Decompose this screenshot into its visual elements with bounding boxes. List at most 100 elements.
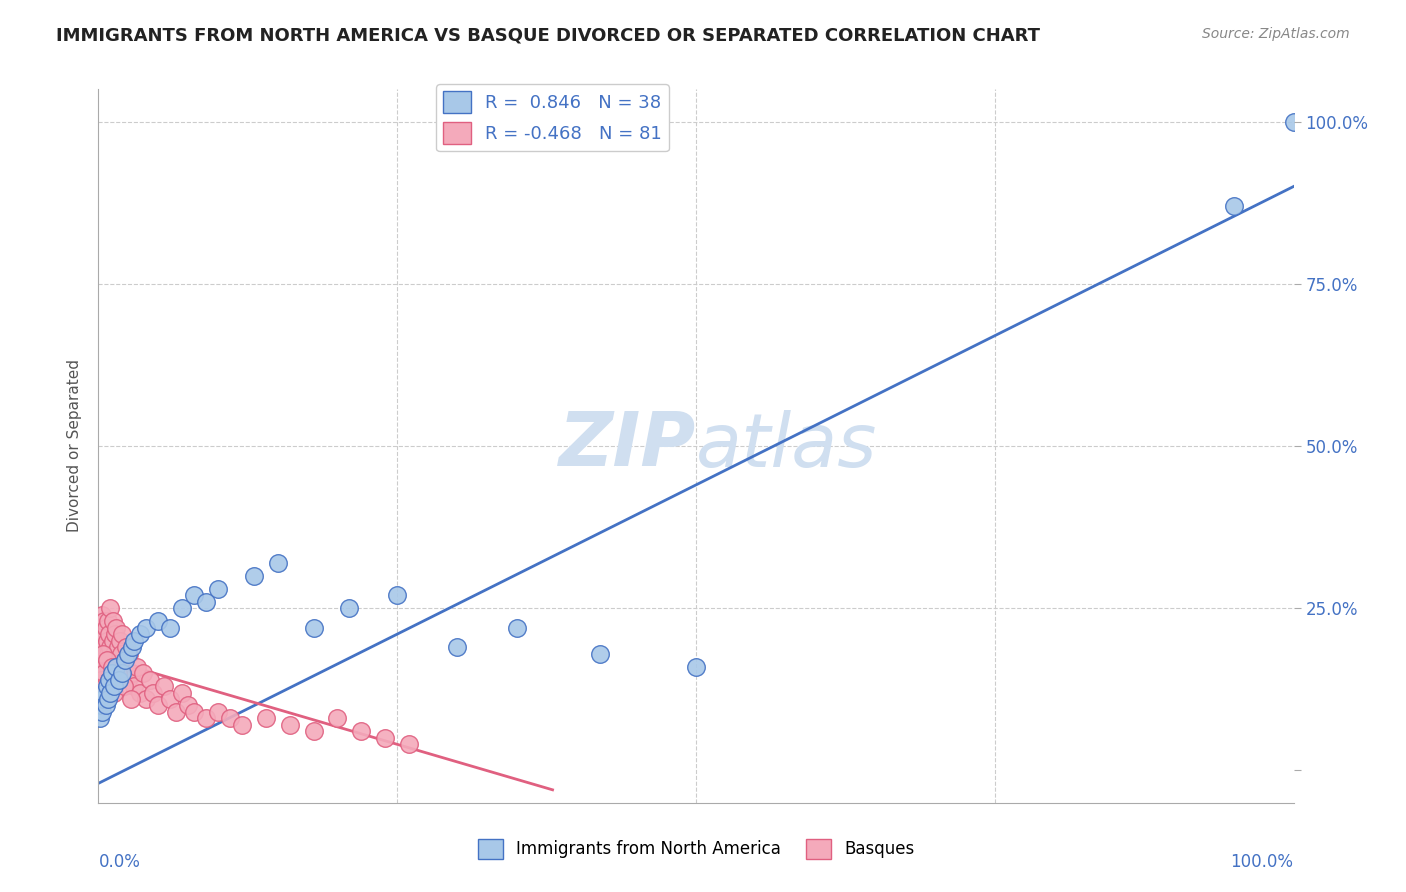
- Point: [302, 621, 325, 635]
- Point: [120, 692, 142, 706]
- Point: [91, 653, 114, 667]
- Point: [110, 647, 132, 661]
- Point: [135, 692, 157, 706]
- Point: [91, 627, 114, 641]
- Point: [90, 698, 112, 713]
- Point: [89, 666, 111, 681]
- Point: [159, 692, 181, 706]
- Point: [100, 666, 122, 681]
- Point: [103, 647, 125, 661]
- Point: [129, 685, 152, 699]
- Point: [302, 724, 325, 739]
- Point: [93, 640, 115, 654]
- Point: [148, 614, 170, 628]
- Point: [172, 685, 194, 699]
- Text: Source: ZipAtlas.com: Source: ZipAtlas.com: [1202, 27, 1350, 41]
- Point: [103, 685, 125, 699]
- Point: [97, 647, 120, 661]
- Point: [183, 705, 205, 719]
- Point: [98, 673, 121, 687]
- Point: [124, 633, 146, 648]
- Point: [124, 679, 146, 693]
- Point: [89, 647, 111, 661]
- Point: [117, 647, 139, 661]
- Point: [89, 711, 111, 725]
- Point: [87, 685, 110, 699]
- Point: [93, 614, 115, 628]
- Point: [98, 627, 121, 641]
- Point: [90, 621, 112, 635]
- Point: [104, 627, 127, 641]
- Y-axis label: Divorced or Separated: Divorced or Separated: [67, 359, 83, 533]
- Point: [107, 666, 129, 681]
- Text: ZIP: ZIP: [558, 409, 696, 483]
- Point: [100, 659, 122, 673]
- Point: [165, 705, 187, 719]
- Point: [350, 724, 373, 739]
- Point: [125, 659, 148, 673]
- Point: [91, 692, 114, 706]
- Point: [97, 614, 120, 628]
- Point: [121, 640, 143, 654]
- Point: [96, 659, 118, 673]
- Point: [129, 627, 152, 641]
- Point: [101, 633, 124, 648]
- Point: [91, 607, 114, 622]
- Point: [207, 705, 229, 719]
- Point: [89, 698, 111, 713]
- Point: [111, 666, 134, 681]
- Point: [254, 711, 277, 725]
- Point: [121, 666, 143, 681]
- Point: [118, 647, 141, 661]
- Point: [89, 673, 111, 687]
- Point: [94, 698, 117, 713]
- Point: [148, 698, 170, 713]
- Point: [177, 698, 200, 713]
- Point: [90, 659, 112, 673]
- Point: [1223, 199, 1246, 213]
- Point: [108, 633, 131, 648]
- Point: [96, 653, 118, 667]
- Point: [94, 647, 117, 661]
- Point: [93, 666, 115, 681]
- Point: [153, 679, 176, 693]
- Point: [90, 640, 112, 654]
- Point: [91, 647, 114, 661]
- Point: [94, 621, 117, 635]
- Point: [100, 659, 122, 673]
- Point: [385, 588, 409, 602]
- Point: [243, 568, 266, 582]
- Point: [98, 601, 122, 615]
- Point: [105, 659, 128, 673]
- Point: [90, 659, 112, 673]
- Point: [278, 718, 301, 732]
- Point: [117, 673, 139, 687]
- Point: [114, 653, 136, 667]
- Point: [219, 711, 242, 725]
- Point: [97, 692, 120, 706]
- Legend: Immigrants from North America, Basques: Immigrants from North America, Basques: [471, 832, 921, 866]
- Point: [142, 685, 165, 699]
- Point: [207, 582, 229, 596]
- Point: [183, 588, 205, 602]
- Point: [339, 601, 361, 615]
- Point: [112, 679, 135, 693]
- Point: [267, 556, 290, 570]
- Text: 0.0%: 0.0%: [98, 853, 141, 871]
- Point: [374, 731, 396, 745]
- Point: [398, 738, 420, 752]
- Point: [103, 679, 125, 693]
- Point: [107, 659, 129, 673]
- Point: [111, 666, 134, 681]
- Point: [195, 595, 218, 609]
- Point: [231, 718, 253, 732]
- Point: [506, 621, 529, 635]
- Point: [91, 705, 114, 719]
- Point: [1282, 114, 1305, 128]
- Point: [114, 653, 136, 667]
- Point: [105, 621, 128, 635]
- Point: [159, 621, 181, 635]
- Point: [131, 666, 153, 681]
- Point: [93, 685, 115, 699]
- Point: [446, 640, 468, 654]
